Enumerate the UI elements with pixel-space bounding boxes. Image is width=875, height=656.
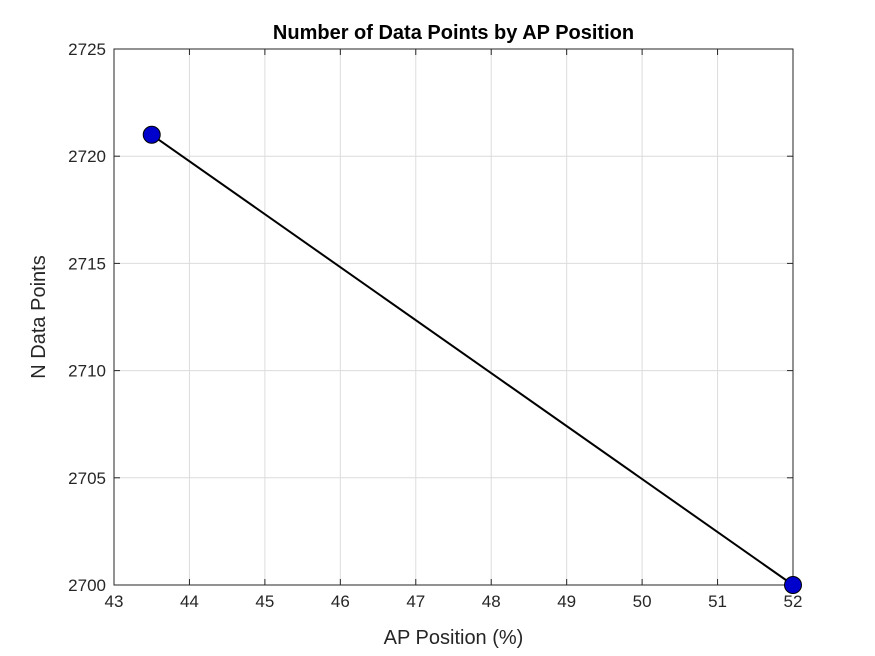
y-tick-label: 2700 — [68, 576, 106, 595]
y-tick-label: 2725 — [68, 40, 106, 59]
x-tick-label: 43 — [105, 592, 124, 611]
data-point — [142, 125, 161, 144]
y-ticks: 2700 2705 2710 2715 2720 2725 — [68, 40, 793, 595]
x-tick-label: 52 — [784, 592, 803, 611]
plot-area — [114, 49, 793, 585]
y-tick-label: 2720 — [68, 147, 106, 166]
y-tick-label: 2710 — [68, 362, 106, 381]
x-axis-label: AP Position (%) — [384, 627, 524, 649]
x-tick-label: 47 — [406, 592, 425, 611]
y-tick-label: 2705 — [68, 469, 106, 488]
axes-box — [113, 48, 794, 586]
x-tick-label: 49 — [557, 592, 576, 611]
series — [142, 125, 802, 594]
x-tick-label: 46 — [331, 592, 350, 611]
x-tick-label: 51 — [708, 592, 727, 611]
x-tick-label: 50 — [633, 592, 652, 611]
series-line — [151, 133, 794, 586]
y-tick-label: 2715 — [68, 254, 106, 273]
data-point — [784, 576, 802, 594]
y-axis-label: N Data Points — [28, 255, 50, 378]
x-ticks: 43 44 45 46 47 48 49 50 51 52 — [105, 49, 803, 611]
x-tick-label: 48 — [482, 592, 501, 611]
x-tick-label: 44 — [180, 592, 199, 611]
x-tick-label: 45 — [255, 592, 274, 611]
axes-frame — [113, 48, 794, 586]
chart-title: Number of Data Points by AP Position — [273, 22, 634, 44]
